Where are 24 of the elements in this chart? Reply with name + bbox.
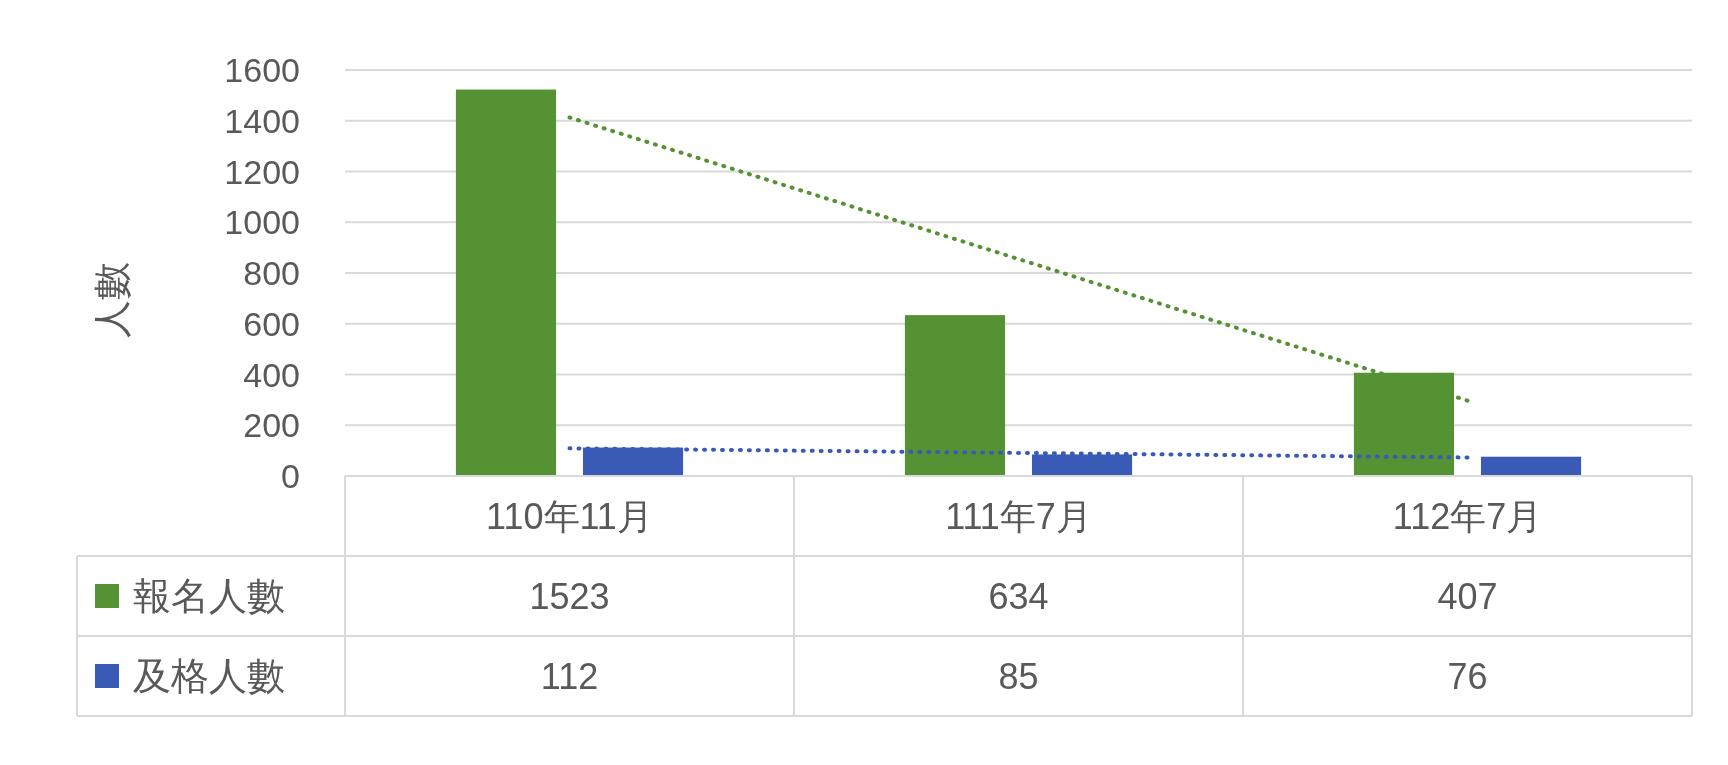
y-tick-label: 1000 bbox=[224, 203, 300, 242]
y-axis-title: 人數 bbox=[91, 262, 133, 338]
x-tick-label: 112年7月 bbox=[1392, 495, 1543, 537]
data-label: 407 bbox=[1437, 575, 1498, 617]
legend-label: 報名人數 bbox=[133, 575, 285, 617]
y-tick-label: 1200 bbox=[224, 152, 300, 191]
legend-label: 及格人數 bbox=[133, 655, 285, 697]
y-tick-label: 1600 bbox=[224, 51, 300, 89]
data-label: 85 bbox=[998, 655, 1039, 697]
y-tick-label: 1400 bbox=[224, 101, 300, 140]
x-tick-label: 111年7月 bbox=[945, 495, 1092, 537]
y-tick-label: 400 bbox=[243, 355, 300, 394]
y-tick-label: 200 bbox=[243, 406, 300, 445]
x-tick-label: 110年11月 bbox=[486, 495, 653, 537]
y-tick-label: 800 bbox=[243, 254, 300, 292]
bar bbox=[455, 89, 557, 476]
y-tick-label: 600 bbox=[243, 304, 300, 343]
data-label: 1523 bbox=[529, 575, 610, 617]
data-label: 76 bbox=[1447, 655, 1488, 697]
bar bbox=[1480, 456, 1582, 476]
y-tick-label: 0 bbox=[281, 457, 300, 495]
bar bbox=[904, 315, 1006, 476]
data-label: 112 bbox=[540, 655, 599, 697]
data-label: 634 bbox=[988, 575, 1049, 617]
